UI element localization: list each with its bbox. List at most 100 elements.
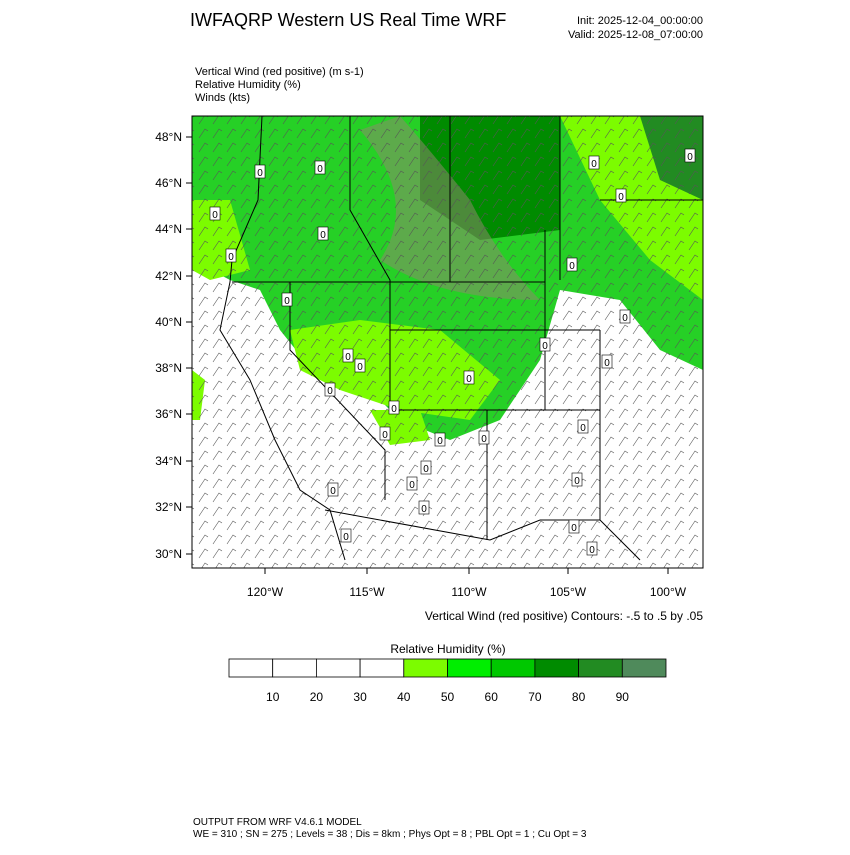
contour-label-box	[388, 400, 400, 415]
init-time: Init: 2025-12-04_00:00:00	[577, 15, 703, 27]
map	[192, 116, 703, 568]
field-label: Vertical Wind (red positive) (m s-1)	[195, 66, 364, 78]
map-frame	[191, 115, 704, 569]
contour-label-box	[588, 155, 600, 170]
contour-label: 0	[257, 168, 263, 179]
contour-label-box	[568, 519, 580, 534]
contour-label-box	[463, 370, 475, 385]
colorbar-box	[272, 658, 317, 678]
contour-label: 0	[212, 210, 218, 221]
contour-label: 0	[382, 430, 388, 441]
contour-label-box	[571, 472, 583, 487]
colorbar-box	[578, 658, 623, 678]
title: IWFAQRP Western US Real Time WRF	[190, 10, 506, 30]
lon-label: 105°W	[550, 585, 587, 599]
footer-line: WE = 310 ; SN = 275 ; Levels = 38 ; Dis …	[193, 829, 587, 840]
contour-label: 0	[591, 159, 597, 170]
colorbar-label: 60	[485, 690, 499, 704]
contour-label-box	[478, 430, 490, 445]
contour-label-box	[539, 337, 551, 352]
contour-label: 0	[421, 504, 427, 515]
contour-label-box	[615, 188, 627, 203]
colorbar-label: 70	[528, 690, 542, 704]
contour-label-box	[354, 358, 366, 373]
colorbar-box	[228, 658, 274, 678]
contour-label: 0	[574, 476, 580, 487]
colorbar-box	[359, 658, 405, 678]
colorbar-label: 90	[616, 690, 630, 704]
contour-label: 0	[284, 296, 290, 307]
contour-label: 0	[327, 386, 333, 397]
lon-label: 115°W	[349, 585, 385, 599]
colorbar-label: 80	[572, 690, 586, 704]
lon-label: 100°W	[650, 585, 687, 599]
colorbar-label: 50	[441, 690, 455, 704]
contour-label: 0	[466, 374, 472, 385]
contour-label-box	[601, 354, 613, 369]
colorbar-label: 20	[310, 690, 324, 704]
contour-label: 0	[343, 532, 349, 543]
lat-label: 40°N	[155, 315, 182, 329]
field-label: Winds (kts)	[195, 92, 250, 104]
contour-label: 0	[622, 313, 628, 324]
valid-time: Valid: 2025-12-08_07:00:00	[568, 29, 703, 41]
contour-label: 0	[604, 358, 610, 369]
contour-label-box	[314, 160, 326, 175]
contour-label: 0	[391, 404, 397, 415]
contour-label: 0	[618, 192, 624, 203]
contour-label-box	[281, 292, 293, 307]
lat-label: 38°N	[155, 361, 182, 375]
contour-label: 0	[580, 423, 586, 434]
contour-label: 0	[423, 464, 429, 475]
contour-label: 0	[687, 152, 693, 163]
lat-label: 34°N	[155, 454, 182, 468]
contour-label-box	[619, 309, 631, 324]
colorbar-box	[534, 658, 580, 678]
contour-label: 0	[542, 341, 548, 352]
colorbar-box	[315, 658, 361, 678]
contour-label: 0	[357, 362, 363, 373]
contour-label: 0	[409, 480, 415, 491]
contour-label-box	[225, 248, 237, 263]
contour-label: 0	[317, 164, 323, 175]
contour-label-box	[254, 164, 266, 179]
colorbar-label: 10	[266, 690, 280, 704]
contour-label: 0	[330, 486, 336, 497]
lon-label: 110°W	[451, 585, 487, 599]
contour-label-box	[418, 500, 430, 515]
contour-label: 0	[345, 352, 351, 363]
contour-label: 0	[437, 436, 443, 447]
lat-label: 30°N	[155, 547, 182, 561]
contour-label-box	[684, 148, 696, 163]
contour-label-box	[566, 257, 578, 272]
colorbar-box	[403, 658, 448, 678]
contour-label-box	[340, 528, 352, 543]
contour-label: 0	[589, 545, 595, 556]
footer-line: OUTPUT FROM WRF V4.6.1 MODEL	[193, 817, 362, 828]
contour-label-box	[586, 541, 598, 556]
contour-label-box	[317, 226, 329, 241]
lat-label: 48°N	[155, 130, 182, 144]
contour-label-box	[577, 419, 589, 434]
contour-label: 0	[571, 523, 577, 534]
contour-label: 0	[228, 252, 234, 263]
colorbar-box	[490, 658, 536, 678]
colorbar-label: 30	[353, 690, 367, 704]
contour-label-box	[434, 432, 446, 447]
contour-label-box	[324, 382, 336, 397]
contour-label-box	[420, 460, 432, 475]
colorbar-box	[447, 658, 492, 678]
contour-label-box	[342, 348, 354, 363]
lat-label: 44°N	[155, 222, 182, 236]
lat-label: 46°N	[155, 176, 182, 190]
contour-label: 0	[569, 261, 575, 272]
lon-label: 120°W	[247, 585, 284, 599]
contour-label: 0	[481, 434, 487, 445]
contour-note: Vertical Wind (red positive) Contours: -…	[425, 609, 703, 623]
field-label: Relative Humidity (%)	[195, 79, 301, 91]
lat-label: 36°N	[155, 407, 182, 421]
contour-label-box	[379, 426, 391, 441]
contour-label-box	[209, 206, 221, 221]
lat-label: 32°N	[155, 500, 182, 514]
